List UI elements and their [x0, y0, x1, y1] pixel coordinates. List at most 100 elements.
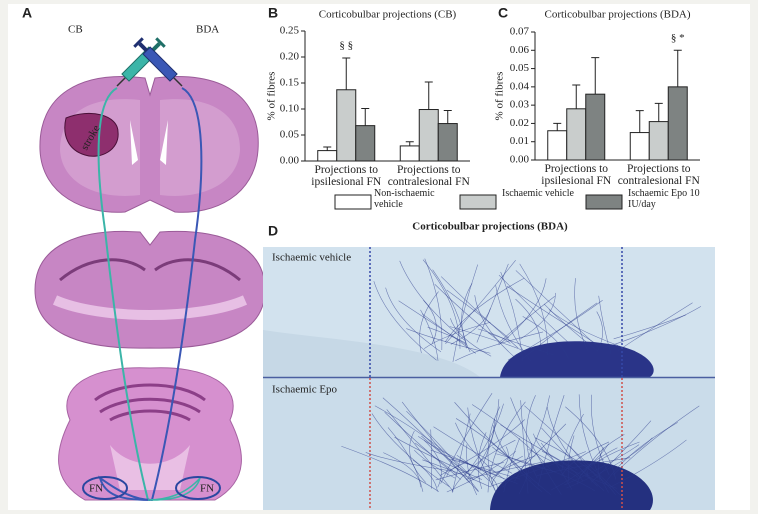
y-tick-label: 0.05 — [280, 129, 300, 141]
fibre — [613, 314, 686, 340]
fibre — [471, 404, 554, 473]
fibre — [423, 299, 437, 344]
y-tick-label: 0.04 — [510, 80, 530, 92]
bar — [667, 86, 688, 161]
tracer-label: CB — [68, 24, 83, 36]
fn-left — [82, 476, 128, 500]
fibre — [430, 449, 497, 476]
fibre — [519, 292, 556, 340]
fibre — [498, 274, 572, 346]
fibre — [455, 331, 544, 362]
legend-swatch — [459, 194, 497, 210]
panel-label: A — [22, 5, 32, 21]
fibre — [617, 302, 693, 351]
fibre — [409, 430, 427, 483]
error-bar — [361, 107, 370, 126]
fibre — [524, 405, 620, 495]
fibre — [541, 427, 605, 492]
annotation: § § — [339, 40, 353, 52]
bar — [566, 108, 587, 161]
fibre — [452, 264, 479, 363]
y-tick-label: 0.05 — [510, 62, 530, 74]
fibre — [495, 285, 532, 362]
fibre — [492, 424, 543, 493]
legend-swatch — [334, 194, 372, 210]
x-tick-label: Projections to ipsilesional FN — [541, 163, 612, 187]
error-bar — [323, 146, 332, 151]
x-tick-label: Projections to ipsilesional FN — [311, 164, 382, 188]
fibre — [515, 298, 541, 352]
micrographs — [263, 247, 715, 510]
fibre — [454, 402, 552, 496]
x-tick-label: Projections to contralesional FN — [617, 163, 700, 187]
fibre — [387, 427, 424, 492]
fibre — [498, 278, 547, 346]
fibre — [477, 328, 511, 344]
fibre — [373, 281, 437, 361]
fibre — [541, 450, 584, 482]
fibre — [497, 455, 536, 473]
y-tick-label: 0.06 — [510, 44, 530, 56]
fibre — [406, 328, 491, 354]
error-bar — [591, 57, 600, 95]
brain-section-forebrain — [39, 76, 259, 213]
fibre — [580, 441, 640, 477]
fibre — [520, 400, 529, 494]
fibre — [543, 303, 598, 351]
fibre — [414, 442, 457, 475]
fibre — [598, 447, 604, 482]
fibre — [518, 443, 533, 495]
y-tick-label: 0.15 — [280, 77, 300, 89]
fibre — [567, 435, 575, 482]
fibre — [609, 439, 687, 488]
y-tick-label: 0.00 — [280, 155, 300, 167]
fibre — [467, 407, 496, 492]
fibre — [515, 270, 600, 349]
brain-section-midbrain — [34, 230, 266, 349]
bar — [629, 132, 650, 161]
y-axis-label: % of fibres — [494, 72, 506, 121]
bar — [355, 125, 376, 162]
bar — [399, 145, 420, 162]
error-bar — [572, 84, 581, 109]
fibre — [374, 405, 475, 481]
fibre — [596, 311, 603, 352]
bar — [418, 109, 439, 162]
legend-label: Ischaemic vehicle — [502, 188, 574, 199]
fibre — [446, 289, 510, 339]
fibre — [507, 300, 603, 361]
fn-right — [175, 476, 221, 500]
fibre — [561, 441, 610, 476]
y-tick-label: 0.20 — [280, 51, 300, 63]
fibre — [590, 394, 610, 476]
legend-label: Ischaemic Epo 10 IU/day — [628, 188, 700, 210]
panel-label: D — [268, 223, 278, 239]
fibre — [459, 459, 498, 489]
y-tick-label: 0.01 — [510, 135, 529, 147]
fibre — [521, 302, 598, 361]
fibre — [466, 444, 478, 496]
fibre — [382, 397, 470, 484]
fibre — [477, 432, 487, 490]
fibre — [519, 263, 549, 356]
bar — [437, 123, 458, 162]
y-tick-label: 0.00 — [510, 154, 530, 166]
fibre — [522, 316, 569, 359]
fibre — [566, 437, 653, 489]
bar — [547, 130, 568, 161]
fibre — [576, 447, 618, 485]
y-axis-label: % of fibres — [266, 72, 278, 121]
fibre — [537, 395, 565, 487]
fibre — [446, 450, 517, 493]
tracer-label: BDA — [196, 24, 219, 36]
fibre — [440, 393, 493, 484]
legend-label: Non-ischaemic vehicle — [374, 188, 435, 210]
fibre — [546, 406, 598, 487]
bar — [336, 89, 357, 162]
fibre — [534, 437, 617, 496]
error-bar — [342, 57, 351, 90]
fibre — [450, 308, 491, 345]
fibre — [465, 461, 544, 480]
nucleus-label: FN — [89, 483, 103, 495]
